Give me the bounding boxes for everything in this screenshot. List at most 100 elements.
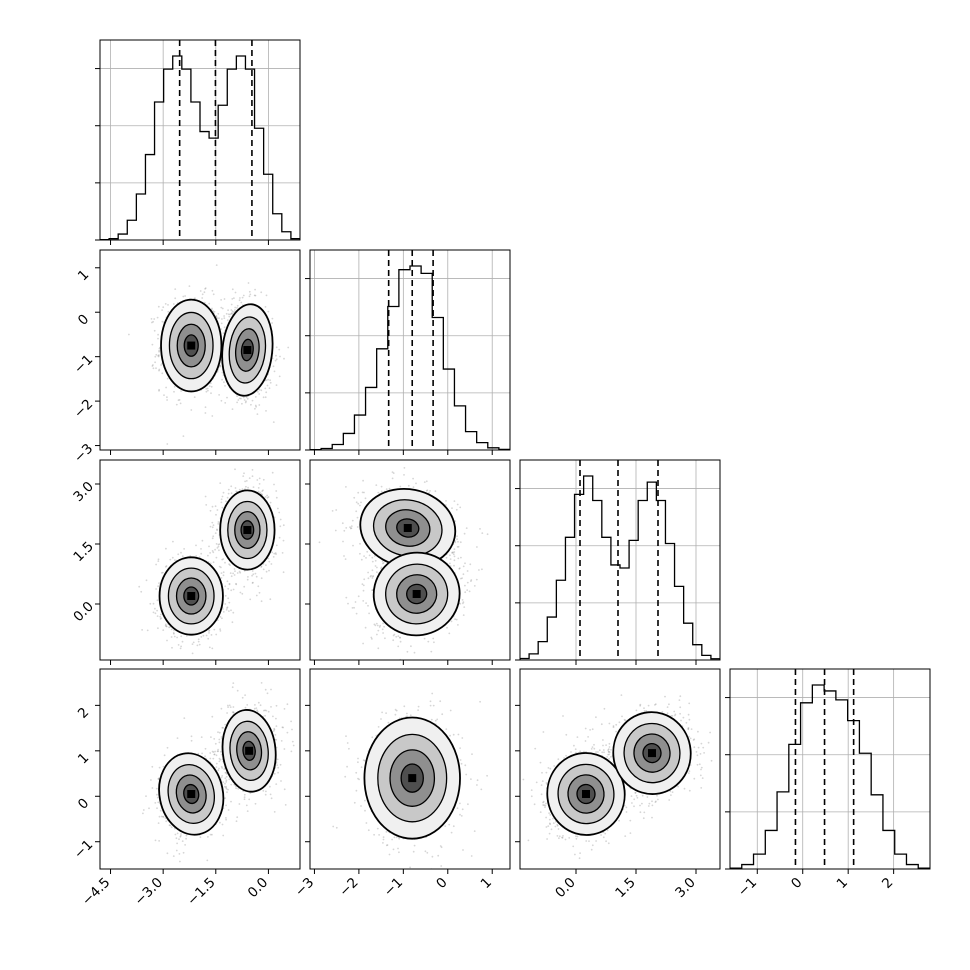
histogram-line — [520, 475, 720, 660]
scatter-point — [429, 490, 431, 492]
scatter-point — [185, 634, 188, 637]
scatter-point — [481, 532, 484, 534]
scatter-point — [278, 511, 281, 514]
scatter-point — [282, 524, 285, 527]
scatter-point — [138, 585, 141, 588]
scatter-point — [235, 490, 238, 493]
scatter-point — [251, 582, 254, 584]
scatter-point — [241, 296, 244, 299]
scatter-point — [457, 540, 459, 543]
scatter-point — [225, 500, 227, 503]
panel-frame — [519, 459, 721, 661]
scatter-point — [434, 490, 437, 493]
scatter-point — [228, 601, 231, 604]
scatter-point — [228, 610, 230, 612]
scatter-point — [247, 576, 249, 578]
scatter-point — [173, 385, 176, 388]
scatter-point — [363, 491, 365, 494]
scatter-point — [183, 548, 186, 550]
scatter-point — [205, 634, 208, 637]
scatter-point — [388, 487, 391, 490]
scatter-point — [257, 487, 260, 489]
scatter-point — [203, 291, 206, 294]
scatter-point — [227, 488, 230, 491]
scatter-point — [155, 353, 158, 356]
scatter-point — [165, 386, 168, 389]
scatter-point — [365, 557, 367, 559]
scatter-point — [154, 607, 156, 610]
scatter-point — [165, 565, 168, 567]
scatter-point — [260, 577, 263, 580]
scatter-point — [221, 378, 224, 381]
scatter-point — [377, 647, 380, 650]
scatter-point — [374, 565, 377, 567]
scatter-point — [248, 477, 251, 479]
scatter-point — [204, 412, 207, 414]
scatter-point — [279, 355, 281, 358]
scatter-point — [407, 484, 410, 487]
scatter-point — [271, 551, 274, 554]
scatter-point — [228, 315, 231, 318]
scatter-point — [156, 609, 159, 612]
scatter-point — [220, 501, 223, 504]
scatter-point — [221, 371, 224, 374]
scatter-point — [170, 628, 173, 631]
scatter-point — [170, 636, 173, 638]
scatter-point — [268, 387, 271, 390]
scatter-point — [160, 617, 163, 619]
scatter-point — [265, 379, 268, 382]
scatter-point — [177, 399, 180, 402]
scatter-point — [211, 526, 214, 529]
scatter-point — [392, 634, 395, 637]
scatter-point — [343, 529, 346, 532]
scatter-point — [226, 607, 228, 609]
scatter-point — [232, 611, 235, 614]
scatter-point — [216, 509, 219, 511]
scatter-point — [175, 403, 178, 406]
scatter-point — [360, 501, 362, 504]
scatter-point — [392, 639, 395, 642]
scatter-point — [251, 399, 254, 402]
scatter-point — [216, 317, 219, 319]
scatter-point — [260, 566, 263, 568]
scatter-point — [209, 509, 212, 512]
scatter-point — [169, 558, 172, 561]
scatter-point — [466, 589, 469, 591]
scatter-point — [167, 310, 170, 313]
scatter-point — [453, 555, 456, 558]
scatter-point — [152, 602, 155, 605]
scatter-point — [350, 525, 353, 527]
scatter-point — [181, 640, 184, 643]
scatter-point — [165, 625, 168, 628]
scatter-point — [219, 630, 222, 632]
scatter-point — [268, 560, 271, 563]
scatter-point — [217, 545, 220, 548]
scatter-point — [204, 288, 207, 290]
scatter-point — [208, 632, 210, 634]
scatter-point — [156, 599, 159, 602]
scatter-point — [345, 596, 348, 599]
scatter-point — [165, 547, 167, 550]
scatter-point — [250, 403, 252, 406]
scatter-point — [218, 394, 221, 396]
scatter-point — [217, 523, 220, 525]
scatter-point — [265, 570, 268, 573]
scatter-point — [204, 406, 207, 409]
scatter-point — [391, 477, 394, 480]
scatter-point — [251, 475, 254, 478]
scatter-point — [152, 367, 155, 370]
scatter-point — [219, 365, 222, 368]
scatter-point — [334, 529, 337, 532]
scatter-point — [172, 632, 175, 634]
scatter-point — [210, 634, 213, 636]
scatter-panel-1-3 — [95, 459, 301, 665]
scatter-point — [158, 388, 161, 391]
scatter-point — [211, 505, 214, 508]
scatter-point — [218, 549, 220, 552]
scatter-point — [230, 589, 233, 592]
scatter-point — [157, 305, 160, 308]
scatter-point — [215, 543, 218, 545]
scatter-point — [351, 519, 354, 522]
scatter-point — [166, 399, 169, 401]
scatter-point — [465, 527, 468, 529]
